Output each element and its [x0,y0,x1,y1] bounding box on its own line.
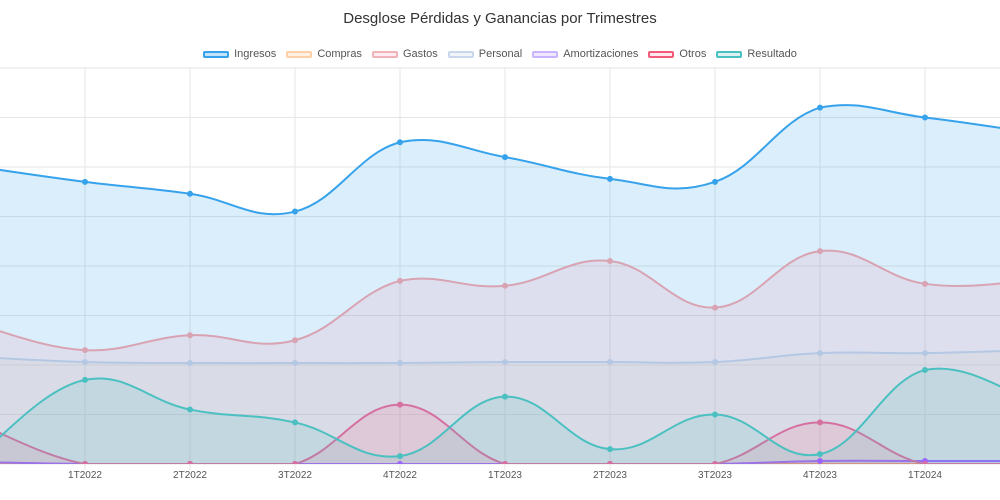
legend-label-compras: Compras [317,48,362,60]
series-area-resultado [0,368,1000,464]
point-gastos [82,347,88,354]
point-amortizaciones [817,458,823,464]
point-gastos [922,280,928,287]
x-tick-label: 1T2024 [908,470,942,481]
point-ingresos [502,154,508,161]
legend-label-otros: Otros [679,48,707,60]
point-gastos [502,282,508,289]
point-otros [187,461,193,464]
point-resultado [817,451,823,458]
series-area-otros [0,404,1000,464]
legend-item-personal[interactable]: Personal [447,48,523,60]
x-tick-label: 1T2023 [488,470,522,481]
series-line-amortizaciones [0,459,1000,464]
point-resultado [502,393,508,400]
x-tick-label: 4T2023 [803,470,837,481]
point-otros [922,461,928,464]
point-personal [502,359,508,366]
legend-item-ingresos[interactable]: Ingresos [203,48,276,60]
series-area-ingresos [0,105,1000,464]
x-axis-ticks: 1T2022 2T2022 3T2022 4T2022 1T2023 2T2023 3T20… [68,470,942,481]
point-gastos [292,337,298,344]
point-resultado [187,406,193,413]
point-ingresos [397,139,403,146]
point-resultado [607,446,613,453]
x-tick-label: 3T2023 [698,470,732,481]
x-tick-label: 3T2022 [278,470,312,481]
legend-item-compras[interactable]: Compras [286,48,362,60]
point-ingresos [712,178,718,185]
legend-swatch-gastos [371,50,398,58]
point-otros [292,461,298,464]
point-otros [397,401,403,408]
legend-label-resultado: Resultado [747,48,797,60]
x-tick-label: 2T2022 [173,470,207,481]
legend-swatch-otros [648,50,675,58]
series-area-personal [0,351,1000,464]
legend-item-otros[interactable]: Otros [648,48,706,60]
point-ingresos [817,104,823,111]
legend-swatch-amortizaciones [532,50,559,58]
series-area-gastos [0,250,1000,464]
point-personal [187,360,193,367]
legend-label-personal: Personal [478,48,523,60]
point-ingresos [607,175,613,182]
point-resultado [292,419,298,426]
point-ingresos [922,114,928,121]
legend-item-resultado[interactable]: Resultado [716,48,797,60]
legend-label-ingresos: Ingresos [234,48,277,60]
point-resultado [712,411,718,418]
chart-legend: Ingresos Compras Gastos Personal Amortiz… [0,48,1000,60]
legend-label-gastos: Gastos [402,48,438,60]
point-ingresos [292,208,298,215]
point-otros [712,461,718,464]
point-personal [607,359,613,366]
point-otros [607,461,613,464]
legend-swatch-resultado [716,50,743,58]
point-gastos [712,304,718,311]
legend-item-gastos[interactable]: Gastos [371,48,438,60]
point-otros [82,461,88,464]
point-ingresos [82,178,88,185]
point-personal [817,350,823,357]
x-tick-label: 1T2022 [68,470,102,481]
point-personal [397,360,403,367]
point-amortizaciones [397,461,403,464]
legend-swatch-personal [447,50,474,58]
point-gastos [397,277,403,284]
point-ingresos [187,190,193,197]
legend-swatch-compras [286,50,313,58]
x-tick-label: 4T2022 [383,470,417,481]
point-otros [502,461,508,464]
point-personal [292,360,298,367]
point-personal [82,359,88,366]
legend-label-amortizaciones: Amortizaciones [563,48,639,60]
x-tick-label: 2T2023 [593,470,627,481]
legend-swatch-ingresos [203,50,230,58]
point-otros [817,419,823,426]
point-gastos [817,248,823,255]
point-resultado [922,366,928,373]
legend-item-amortizaciones[interactable]: Amortizaciones [532,48,638,60]
chart-title: Desglose Pérdidas y Ganancias por Trimes… [343,10,657,27]
point-resultado [397,453,403,460]
point-resultado [82,376,88,383]
point-personal [922,350,928,357]
point-gastos [607,258,613,265]
series-line-otros [0,403,1000,464]
series-group [0,104,1000,464]
point-gastos [187,332,193,339]
point-personal [712,359,718,366]
